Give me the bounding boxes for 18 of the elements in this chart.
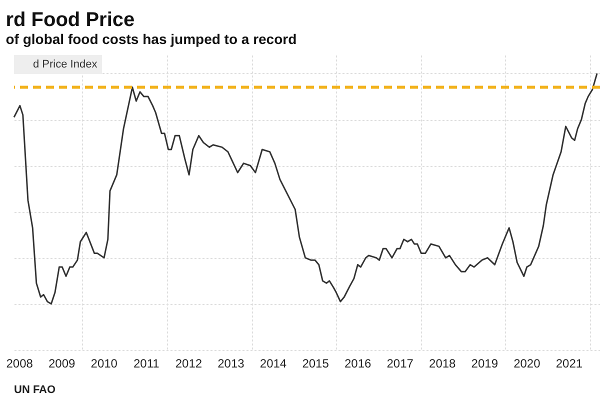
chart-title: rd Food Price: [6, 9, 135, 31]
x-tick-label: 2010: [90, 356, 118, 370]
x-tick-label: 2015: [302, 356, 330, 370]
x-tick-label: 2013: [218, 356, 245, 370]
x-tick-label: 2017: [386, 356, 414, 370]
x-tick-label: 2020: [514, 356, 541, 370]
x-tick-label: 2016: [344, 356, 372, 370]
x-tick-label: 2011: [134, 356, 160, 370]
text: UN FAO: [14, 384, 56, 396]
x-tick-label: 2014: [260, 356, 287, 370]
x-tick-label: 2018: [429, 356, 456, 370]
x-tick-label: 2021: [556, 356, 583, 370]
x-tick-label: 2019: [471, 356, 498, 370]
chart-subtitle: of global food costs has jumped to a record: [6, 31, 297, 47]
x-tick-label: 2012: [175, 356, 202, 370]
x-tick-label: 2008: [6, 356, 34, 370]
x-tick-label: 2009: [48, 356, 76, 370]
text: d Price Index: [33, 58, 98, 70]
